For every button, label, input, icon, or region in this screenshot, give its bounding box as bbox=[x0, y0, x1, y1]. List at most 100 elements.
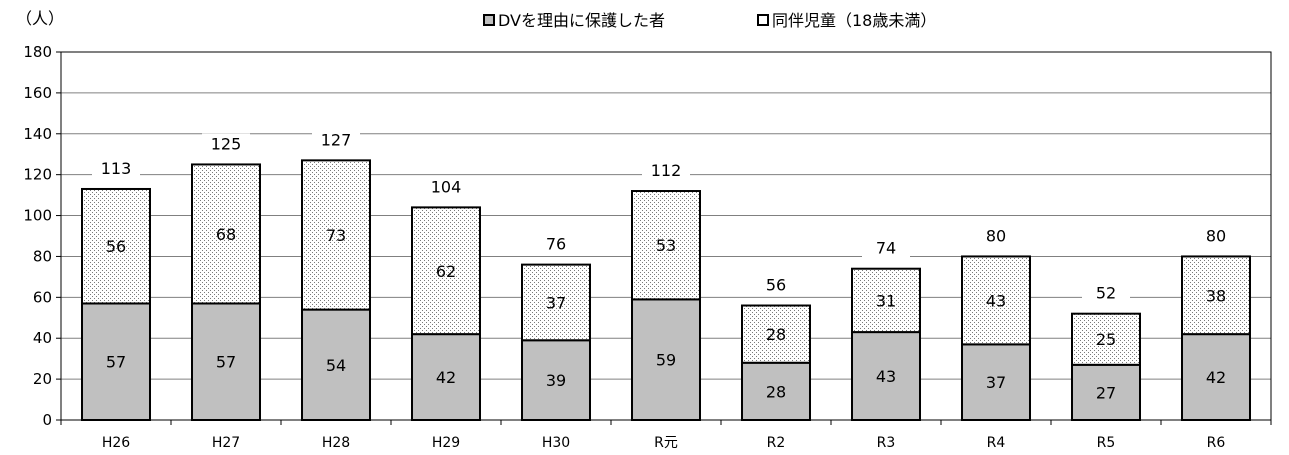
total-label: 74 bbox=[876, 239, 896, 258]
data-label-children: 25 bbox=[1096, 330, 1116, 349]
x-axis: H26 H27 H28 H29 H30 R元 R2 R3 R4 R5 R6 bbox=[60, 420, 1272, 451]
bar-segment-children bbox=[301, 159, 371, 311]
data-label-protected: 28 bbox=[766, 382, 786, 401]
bar-segment-children bbox=[851, 267, 921, 334]
bar-group-R6: 42 38 80 bbox=[1181, 225, 1251, 421]
x-tick-label: R5 bbox=[1097, 435, 1116, 451]
total-label: 52 bbox=[1096, 284, 1116, 303]
bar-segment-children bbox=[411, 206, 481, 336]
x-tick-label: H27 bbox=[212, 435, 240, 451]
y-tick-label: 40 bbox=[33, 329, 52, 347]
total-label: 127 bbox=[321, 130, 352, 149]
bar-group-R2: 28 28 56 bbox=[741, 274, 811, 421]
total-label: 56 bbox=[766, 276, 786, 295]
y-tick-label: 80 bbox=[33, 247, 52, 265]
total-label-bg bbox=[532, 233, 580, 256]
data-label-children: 62 bbox=[436, 262, 456, 281]
bar-segment-protected bbox=[1181, 333, 1251, 421]
y-tick-label: 100 bbox=[23, 207, 52, 225]
bar-segment-children bbox=[631, 190, 701, 301]
x-tick-label: R元 bbox=[654, 435, 678, 451]
legend-swatch-0 bbox=[483, 14, 495, 26]
bar-group-H27: 57 68 125 bbox=[191, 133, 261, 422]
x-tick-label: R3 bbox=[877, 435, 896, 451]
bar-group-H29: 42 62 104 bbox=[411, 176, 481, 421]
data-label-protected: 39 bbox=[546, 371, 566, 390]
bar-group-R4: 37 43 80 bbox=[961, 225, 1031, 422]
y-tick-label: 140 bbox=[23, 125, 52, 143]
bar-segment-children bbox=[1181, 255, 1251, 336]
total-label-bg bbox=[1082, 282, 1130, 305]
total-label: 76 bbox=[546, 235, 566, 254]
y-tick-label: 120 bbox=[23, 166, 52, 184]
total-label-bg bbox=[422, 176, 470, 199]
bar-group-R元: 59 53 112 bbox=[631, 160, 701, 421]
total-label-bg bbox=[972, 225, 1020, 248]
data-label-protected: 42 bbox=[436, 368, 456, 387]
y-tick-label: 20 bbox=[33, 370, 52, 388]
bar-segment-children bbox=[961, 255, 1031, 346]
total-label: 112 bbox=[651, 161, 682, 180]
bar-group-H28: 54 73 127 bbox=[301, 129, 371, 422]
legend-label-1: 同伴児童（18歳未満） bbox=[772, 11, 936, 30]
bar-segment-protected bbox=[301, 308, 371, 422]
bar-segment-children bbox=[521, 263, 591, 342]
total-label-bg bbox=[862, 237, 910, 260]
bar-segment-protected bbox=[631, 298, 701, 421]
data-label-protected: 57 bbox=[106, 353, 126, 372]
bars: 57 56 113 57 68 125 54 73 127 42 62 104 39 37 76 59 53 11… bbox=[81, 129, 1251, 422]
legend: DVを理由に保護した者 同伴児童（18歳未満） bbox=[483, 11, 936, 30]
x-tick-label: R4 bbox=[987, 435, 1006, 451]
bar-segment-protected bbox=[191, 302, 261, 422]
x-tick-label: H26 bbox=[102, 435, 130, 451]
bar-segment-children bbox=[1071, 312, 1141, 366]
x-tick-label: H30 bbox=[542, 435, 570, 451]
data-label-protected: 59 bbox=[656, 351, 676, 370]
x-tick-label: R6 bbox=[1207, 435, 1226, 451]
x-tick-label: H28 bbox=[322, 435, 350, 451]
total-label-bg bbox=[312, 129, 360, 152]
data-label-children: 37 bbox=[546, 293, 566, 312]
total-label-bg bbox=[202, 133, 250, 156]
total-label-bg bbox=[92, 157, 140, 180]
bar-group-R3: 43 31 74 bbox=[851, 237, 921, 422]
total-label: 80 bbox=[986, 226, 1006, 245]
bar-segment-children bbox=[81, 187, 151, 305]
data-label-protected: 37 bbox=[986, 373, 1006, 392]
data-label-protected: 27 bbox=[1096, 383, 1116, 402]
data-label-children: 56 bbox=[106, 237, 126, 256]
data-label-children: 38 bbox=[1206, 286, 1226, 305]
data-label-protected: 57 bbox=[216, 353, 236, 372]
total-label-bg bbox=[1192, 225, 1240, 248]
data-label-protected: 42 bbox=[1206, 368, 1226, 387]
data-label-children: 68 bbox=[216, 225, 236, 244]
data-label-protected: 54 bbox=[326, 356, 346, 375]
x-tick-label: H29 bbox=[432, 435, 460, 451]
y-tick-label: 180 bbox=[23, 43, 52, 61]
bar-segment-protected bbox=[411, 333, 481, 421]
plot-area bbox=[60, 51, 1272, 421]
data-label-children: 53 bbox=[656, 236, 676, 255]
y-tick-label: 160 bbox=[23, 84, 52, 102]
total-label: 113 bbox=[101, 159, 132, 178]
data-label-children: 43 bbox=[986, 291, 1006, 310]
bar-group-H30: 39 37 76 bbox=[521, 233, 591, 421]
data-label-protected: 43 bbox=[876, 367, 896, 386]
legend-label-0: DVを理由に保護した者 bbox=[498, 11, 665, 30]
total-label: 125 bbox=[211, 134, 242, 153]
y-tick-label: 0 bbox=[42, 411, 52, 429]
total-label: 80 bbox=[1206, 226, 1226, 245]
data-label-children: 28 bbox=[766, 325, 786, 344]
total-label: 104 bbox=[431, 177, 462, 196]
y-axis: 0 20 40 60 80 100 120 140 160 180 bbox=[23, 43, 61, 429]
y-tick-label: 60 bbox=[33, 288, 52, 306]
bar-group-H26: 57 56 113 bbox=[81, 157, 151, 422]
data-label-children: 31 bbox=[876, 291, 896, 310]
bar-group-R5: 27 25 52 bbox=[1071, 282, 1141, 421]
y-axis-unit: （人） bbox=[16, 9, 64, 28]
bar-segment-children bbox=[741, 304, 811, 364]
x-tick-label: R2 bbox=[767, 435, 786, 451]
total-label-bg bbox=[642, 160, 690, 183]
data-label-children: 73 bbox=[326, 226, 346, 245]
